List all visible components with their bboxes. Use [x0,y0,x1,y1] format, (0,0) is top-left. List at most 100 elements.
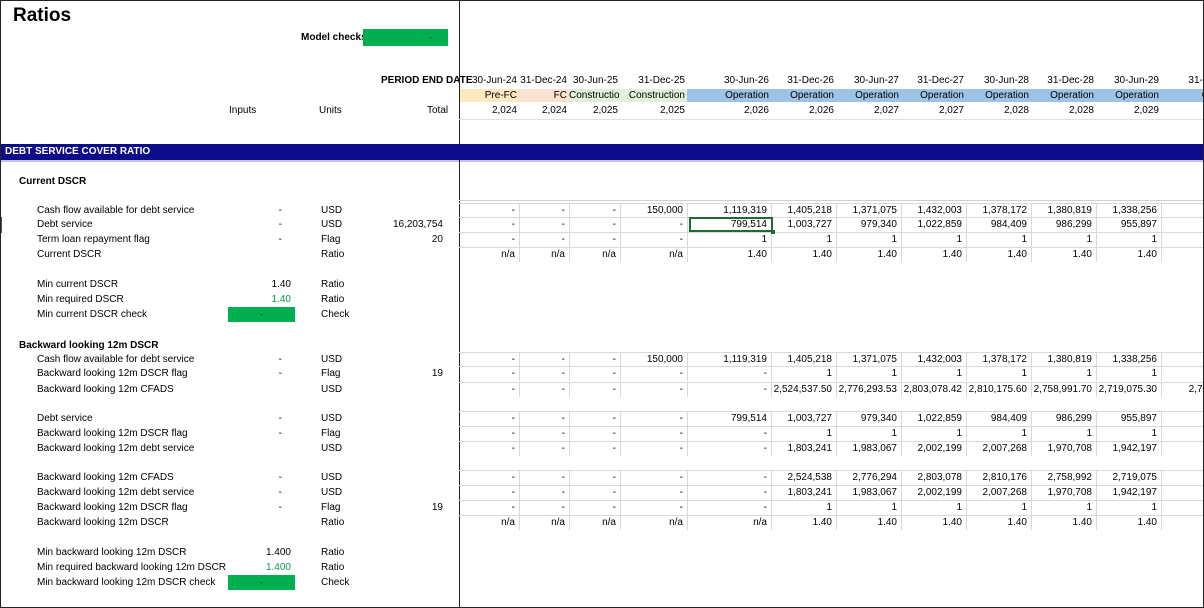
data-cell[interactable]: 979,340 [860,219,897,230]
data-cell[interactable]: 2,810,175.60 [968,384,1027,395]
row-input[interactable]: - [278,502,282,513]
data-cell[interactable]: 2,70 [1161,471,1204,485]
data-cell[interactable]: - [561,368,565,379]
data-cell[interactable]: 1,93 [1161,442,1204,456]
row-input[interactable]: - [278,219,282,230]
data-cell[interactable]: 1.40 [1007,517,1027,528]
data-cell[interactable]: 1,380,819 [1047,205,1093,216]
check-indicator[interactable]: - [228,575,295,590]
data-cell[interactable]: 1,003,727 [787,219,833,230]
data-cell[interactable]: - [679,413,683,424]
row-input[interactable]: - [278,487,282,498]
data-cell[interactable]: 979,340 [860,413,897,424]
data-cell[interactable]: 1 [891,234,897,245]
data-cell[interactable]: - [679,428,683,439]
data-cell[interactable]: - [561,354,565,365]
data-cell[interactable]: 986,299 [1055,219,1092,230]
data-cell[interactable]: 1 [956,234,962,245]
data-cell[interactable]: 150,000 [646,354,683,365]
data-cell[interactable]: - [561,205,565,216]
data-cell[interactable]: - [679,472,683,483]
data-cell[interactable]: - [763,502,767,513]
data-cell[interactable]: - [561,487,565,498]
data-cell[interactable]: 1.40 [877,249,897,260]
data-cell[interactable]: 1,970,708 [1047,443,1093,454]
data-cell[interactable]: 2,719,075 [1112,472,1158,483]
data-cell[interactable]: 1 [1021,368,1027,379]
data-cell[interactable]: 1,405,218 [787,205,833,216]
data-cell[interactable]: - [679,234,683,245]
data-cell[interactable]: 1 [826,428,832,439]
data-cell[interactable]: - [612,234,616,245]
data-cell[interactable]: n/a [669,249,683,260]
data-cell[interactable]: 1,37 [1161,353,1204,367]
data-cell[interactable]: - [612,502,616,513]
data-cell[interactable]: 2,007,268 [982,443,1028,454]
data-cell[interactable]: - [612,428,616,439]
data-cell[interactable]: 1,119,319 [723,354,767,365]
row-input[interactable]: - [278,354,282,365]
data-cell[interactable]: n/a [602,517,616,528]
data-cell[interactable]: 1.40 [747,249,767,260]
data-cell[interactable]: 1 [891,502,897,513]
data-cell[interactable]: 2,524,537.50 [773,384,832,395]
data-cell[interactable]: 2,758,992 [1047,472,1093,483]
data-cell[interactable]: - [612,205,616,216]
data-cell[interactable]: 1 [1086,428,1092,439]
data-cell[interactable]: - [612,413,616,424]
data-cell[interactable]: - [679,502,683,513]
data-cell[interactable]: 1.40 [812,249,832,260]
data-cell[interactable]: - [561,219,565,230]
data-cell[interactable]: 97 [1161,218,1203,232]
data-cell[interactable]: 1,983,067 [852,487,898,498]
data-cell[interactable]: - [561,502,565,513]
data-cell[interactable]: 1,803,241 [787,443,833,454]
data-cell[interactable]: - [679,219,683,230]
data-cell[interactable]: 2,758,991.70 [1033,384,1092,395]
data-cell[interactable]: 1.40 [1072,517,1092,528]
data-cell[interactable]: 1 [1151,368,1157,379]
data-cell[interactable]: 2,803,078 [917,472,963,483]
data-cell[interactable]: 1,432,003 [917,354,963,365]
data-cell[interactable]: - [612,354,616,365]
data-cell[interactable]: - [561,472,565,483]
min-row-input[interactable]: 1.40 [271,279,291,290]
row-input[interactable]: - [278,428,282,439]
data-cell[interactable]: 1,432,003 [917,205,963,216]
data-cell[interactable]: 1 [1086,502,1092,513]
check-indicator[interactable]: - [228,307,295,322]
data-cell[interactable]: 1.40 [942,249,962,260]
data-cell[interactable]: 1,942,197 [1112,487,1158,498]
data-cell[interactable]: 1,93 [1161,486,1204,500]
data-cell[interactable]: n/a [602,249,616,260]
data-cell[interactable]: - [763,472,767,483]
data-cell[interactable]: 1,371,075 [852,205,898,216]
data-cell[interactable]: 1.40 [1137,517,1157,528]
data-cell[interactable]: 1 [1151,502,1157,513]
data-cell[interactable]: - [763,384,767,395]
data-cell[interactable]: - [561,234,565,245]
data-cell[interactable]: - [511,368,515,379]
data-cell[interactable]: n/a [501,517,515,528]
data-cell[interactable]: 1.40 [942,517,962,528]
data-cell[interactable]: 1.40 [1007,249,1027,260]
row-input[interactable]: - [278,472,282,483]
data-cell[interactable]: n/a [669,517,683,528]
data-cell[interactable]: 1 [1151,234,1157,245]
data-cell[interactable]: - [561,384,565,395]
data-cell[interactable]: 1,022,859 [917,413,963,424]
data-cell[interactable]: 2,002,199 [917,443,963,454]
data-cell[interactable]: - [561,428,565,439]
data-cell[interactable]: - [511,354,515,365]
row-input[interactable]: - [278,413,282,424]
data-cell[interactable]: - [612,219,616,230]
row-input[interactable]: - [278,368,282,379]
data-cell[interactable]: 1,022,859 [917,219,963,230]
model-checks-indicator[interactable]: - [363,29,448,46]
data-cell[interactable]: 1,003,727 [787,413,833,424]
data-cell[interactable]: n/a [551,249,565,260]
data-cell[interactable]: 1 [891,428,897,439]
data-cell[interactable]: n/a [753,517,767,528]
fill-handle[interactable] [771,230,775,234]
row-input[interactable]: - [278,205,282,216]
